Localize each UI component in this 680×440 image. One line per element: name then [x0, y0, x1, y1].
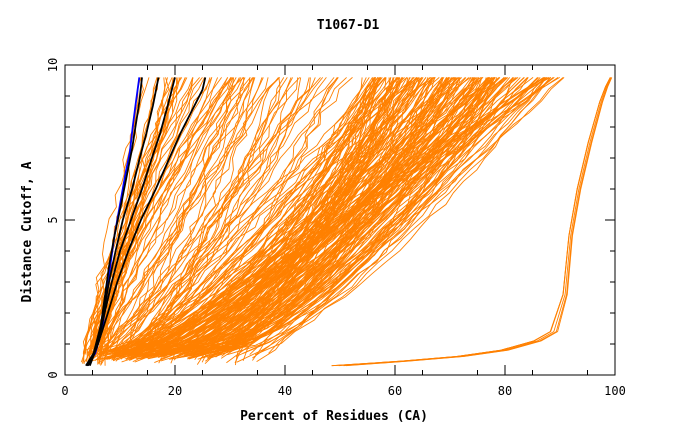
orange-series-line — [116, 77, 519, 355]
orange-series-line — [104, 77, 381, 358]
orange-series-line — [139, 77, 335, 352]
x-tick-label: 80 — [498, 384, 512, 398]
orange-series-line — [193, 77, 398, 358]
orange-series-line — [256, 77, 528, 362]
orange-series-line — [114, 77, 405, 355]
orange-series-line — [148, 77, 392, 360]
orange-series-line — [242, 77, 495, 361]
orange-series-line — [226, 77, 539, 364]
orange-series-line — [117, 77, 280, 353]
orange-series-line — [104, 77, 399, 353]
orange-series-line — [199, 77, 475, 352]
orange-series-line — [234, 77, 496, 366]
x-tick-label: 20 — [168, 384, 182, 398]
orange-series-line — [196, 77, 560, 365]
orange-series-line — [268, 77, 564, 354]
orange-series-line — [87, 77, 246, 354]
orange-series-line — [125, 77, 310, 361]
orange-series-line — [113, 77, 235, 351]
orange-series-line — [128, 77, 316, 357]
orange-series-line — [235, 77, 525, 357]
orange-series-line — [210, 77, 547, 358]
orange-series-line — [252, 77, 547, 359]
orange-series-line — [128, 77, 379, 360]
orange-series-line — [160, 77, 565, 362]
orange-series-line — [113, 77, 299, 362]
orange-series-line — [113, 77, 327, 360]
orange-series-line — [105, 77, 281, 360]
orange-series-line — [115, 77, 255, 362]
orange-series-line — [119, 77, 302, 352]
orange-series-line — [82, 77, 228, 364]
x-tick-label: 40 — [278, 384, 292, 398]
orange-series-line — [254, 77, 551, 356]
orange-series-line — [85, 77, 178, 355]
orange-series-line — [242, 77, 545, 355]
orange-series-line — [127, 77, 423, 356]
x-tick-label: 100 — [604, 384, 626, 398]
x-axis-label: Percent of Residues (CA) — [240, 409, 428, 424]
orange-series-line — [105, 77, 253, 356]
orange-series-line — [155, 77, 376, 354]
highlighted-series-line — [88, 77, 207, 367]
orange-series-line — [120, 77, 245, 360]
orange-series-line — [234, 77, 555, 364]
y-tick-label: 10 — [46, 58, 60, 72]
orange-series-line — [98, 77, 234, 357]
highlighted-series-line — [87, 77, 176, 367]
orange-series-line — [91, 77, 186, 359]
orange-series-line — [100, 77, 194, 365]
y-tick-label: 0 — [46, 371, 60, 378]
orange-series-line — [188, 77, 487, 357]
orange-series-line — [216, 77, 397, 357]
orange-series-line — [171, 77, 453, 354]
orange-series-line — [201, 77, 559, 363]
orange-series-line — [158, 77, 544, 364]
orange-series-line — [202, 77, 547, 354]
orange-series-line — [88, 77, 321, 363]
orange-series-line — [112, 77, 417, 359]
orange-series-line — [108, 77, 545, 360]
chart-title: T1067-D1 — [317, 18, 380, 33]
x-tick-label: 0 — [61, 384, 68, 398]
orange-series-line — [111, 77, 460, 356]
orange-series-line — [200, 77, 539, 359]
orange-series-line — [130, 77, 494, 360]
orange-series-line — [176, 77, 433, 354]
y-tick-label: 5 — [46, 216, 60, 223]
orange-series-line — [103, 77, 170, 359]
y-axis-label: Distance Cutoff, A — [20, 161, 35, 302]
orange-series-line — [195, 77, 529, 358]
orange-series-line — [145, 77, 382, 355]
orange-series-line — [96, 77, 269, 352]
orange-series-line — [115, 77, 285, 353]
orange-series-line — [100, 77, 229, 358]
orange-series-line — [332, 77, 611, 367]
series-layer — [80, 77, 613, 367]
orange-series-line — [252, 77, 525, 361]
orange-series-line — [94, 77, 311, 361]
orange-series-line — [343, 77, 612, 367]
orange-series-line — [89, 77, 232, 354]
x-tick-label: 60 — [388, 384, 402, 398]
axes-layer: 0 20 40 60 80 100 0 5 10 — [46, 58, 626, 398]
orange-series-line — [142, 77, 375, 352]
orange-series-line — [170, 77, 550, 364]
orange-series-line — [98, 77, 174, 355]
orange-series-line — [92, 77, 237, 361]
orange-series-line — [194, 77, 548, 361]
